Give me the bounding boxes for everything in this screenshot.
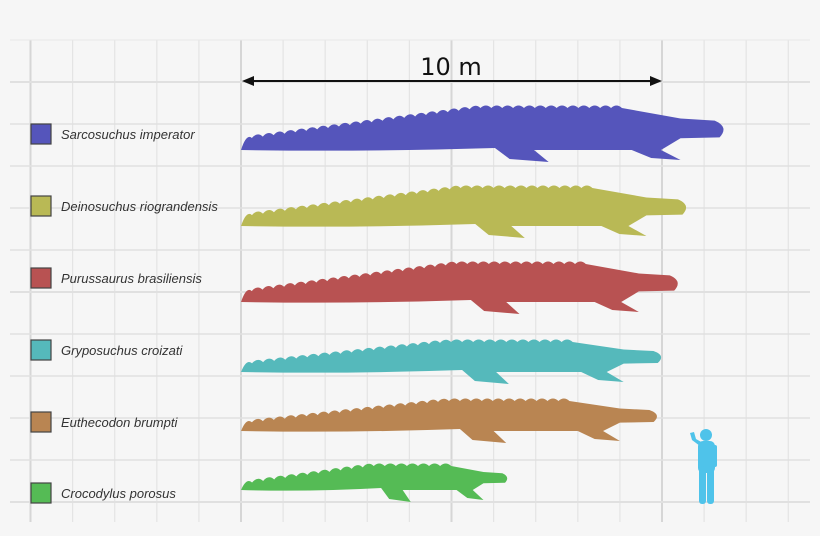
human-raised-arm: [690, 432, 703, 446]
species-label: Sarcosuchus imperator: [61, 127, 195, 142]
legend-swatch: [30, 195, 52, 217]
crocodile-silhouette: [241, 398, 657, 443]
crocodile-silhouette: [241, 261, 678, 314]
arrow-right-icon: [650, 76, 662, 86]
species-rows: Sarcosuchus imperator Deinosuchus riogran…: [30, 105, 724, 504]
human-leg: [699, 466, 706, 504]
species-row: Deinosuchus riograndensis: [30, 185, 687, 238]
legend-swatch: [30, 482, 52, 504]
legend-swatch: [30, 339, 52, 361]
crocodile-silhouette: [241, 105, 724, 162]
legend-swatch: [30, 123, 52, 145]
species-row: Sarcosuchus imperator: [30, 105, 724, 162]
species-label: Crocodylus porosus: [61, 486, 176, 501]
species-label: Purussaurus brasiliensis: [61, 271, 202, 286]
species-label: Euthecodon brumpti: [61, 415, 178, 430]
crocodile-silhouette: [241, 463, 508, 502]
species-label: Gryposuchus croizati: [61, 343, 183, 358]
human-head: [700, 429, 712, 441]
species-row: Crocodylus porosus: [30, 463, 508, 504]
human-arm: [713, 445, 717, 467]
human-silhouette: [690, 429, 717, 504]
legend-swatch: [30, 267, 52, 289]
crocodile-silhouette: [241, 185, 687, 238]
species-row: Gryposuchus croizati: [30, 339, 662, 384]
scale-bar: 10 m: [242, 53, 662, 86]
legend-swatch: [30, 411, 52, 433]
arrow-left-icon: [242, 76, 254, 86]
species-row: Euthecodon brumpti: [30, 398, 657, 443]
species-row: Purussaurus brasiliensis: [30, 261, 678, 314]
human-torso: [698, 441, 715, 473]
crocodile-silhouette: [241, 339, 662, 384]
human-leg: [707, 466, 714, 504]
species-label: Deinosuchus riograndensis: [61, 199, 218, 214]
scale-label: 10 m: [420, 53, 482, 81]
